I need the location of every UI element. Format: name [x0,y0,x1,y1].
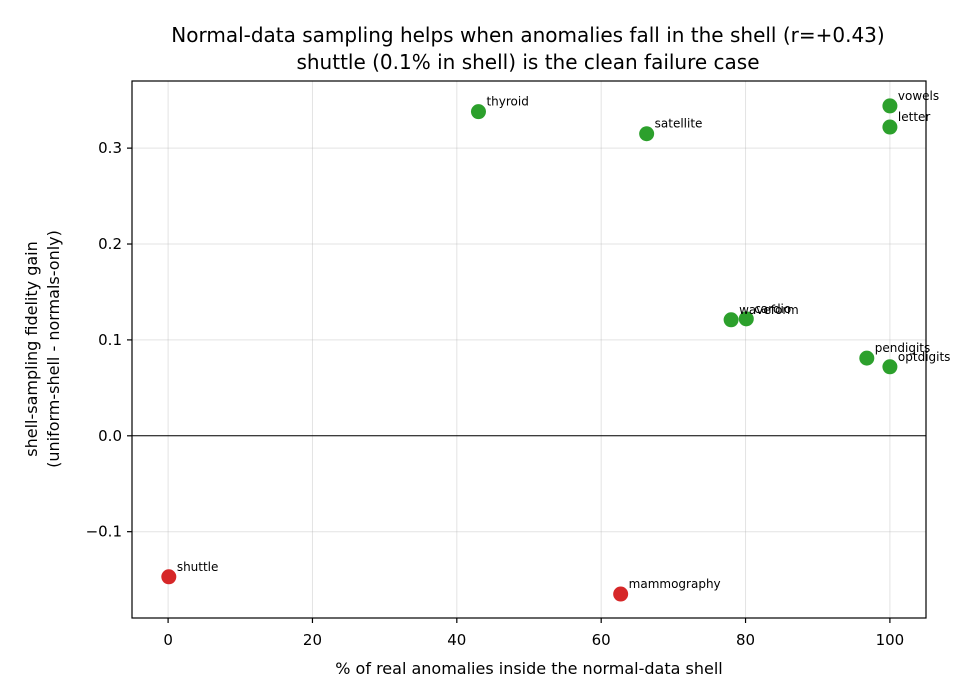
point-label-shuttle: shuttle [177,560,219,574]
x-tick-label: 80 [736,631,755,649]
y-tick-label: 0.0 [98,427,122,445]
data-point-thyroid [470,104,486,120]
data-point-waveform [723,312,739,328]
x-axis-ticks: 0 20 40 60 80 100 [163,618,904,649]
chart-subtitle: shuttle (0.1% in shell) is the clean fai… [296,50,759,74]
y-tick-label: 0.3 [98,139,122,157]
x-tick-label: 100 [876,631,905,649]
y-axis-label-line1: shell-sampling fidelity gain [22,241,41,456]
point-label-cardio: cardio [754,302,791,316]
point-label-mammography: mammography [629,577,721,591]
y-axis-ticks: −0.1 0.0 0.1 0.2 0.3 [86,139,132,541]
point-label-vowels: vowels [898,89,939,103]
point-label-optdigits: optdigits [898,350,951,364]
x-tick-label: 60 [592,631,611,649]
data-points [161,98,898,602]
x-axis-label: % of real anomalies inside the normal-da… [335,659,722,678]
data-point-vowels [882,98,898,114]
point-label-satellite: satellite [655,117,703,131]
x-tick-label: 0 [163,631,173,649]
data-point-mammography [613,586,629,602]
data-point-satellite [639,126,655,142]
y-tick-label: 0.1 [98,331,122,349]
data-point-shuttle [161,569,177,585]
y-tick-label: −0.1 [86,523,122,541]
data-point-letter [882,119,898,135]
y-tick-label: 0.2 [98,235,122,253]
point-label-waveform: waveform [739,303,799,317]
point-label-pendigits: pendigits [875,341,930,355]
y-axis-label-line2: (uniform-shell - normals-only) [44,230,63,468]
data-point-pendigits [859,350,875,366]
plot-frame [131,80,927,619]
point-label-letter: letter [898,110,931,124]
data-point-optdigits [882,359,898,375]
grid-lines [132,81,926,618]
data-point-cardio [738,311,754,327]
x-tick-label: 40 [447,631,466,649]
point-label-thyroid: thyroid [486,95,528,109]
x-tick-label: 20 [303,631,322,649]
chart-title: Normal-data sampling helps when anomalie… [171,23,884,47]
point-labels: thyroid satellite vowels letter waveformcard… [177,89,951,591]
